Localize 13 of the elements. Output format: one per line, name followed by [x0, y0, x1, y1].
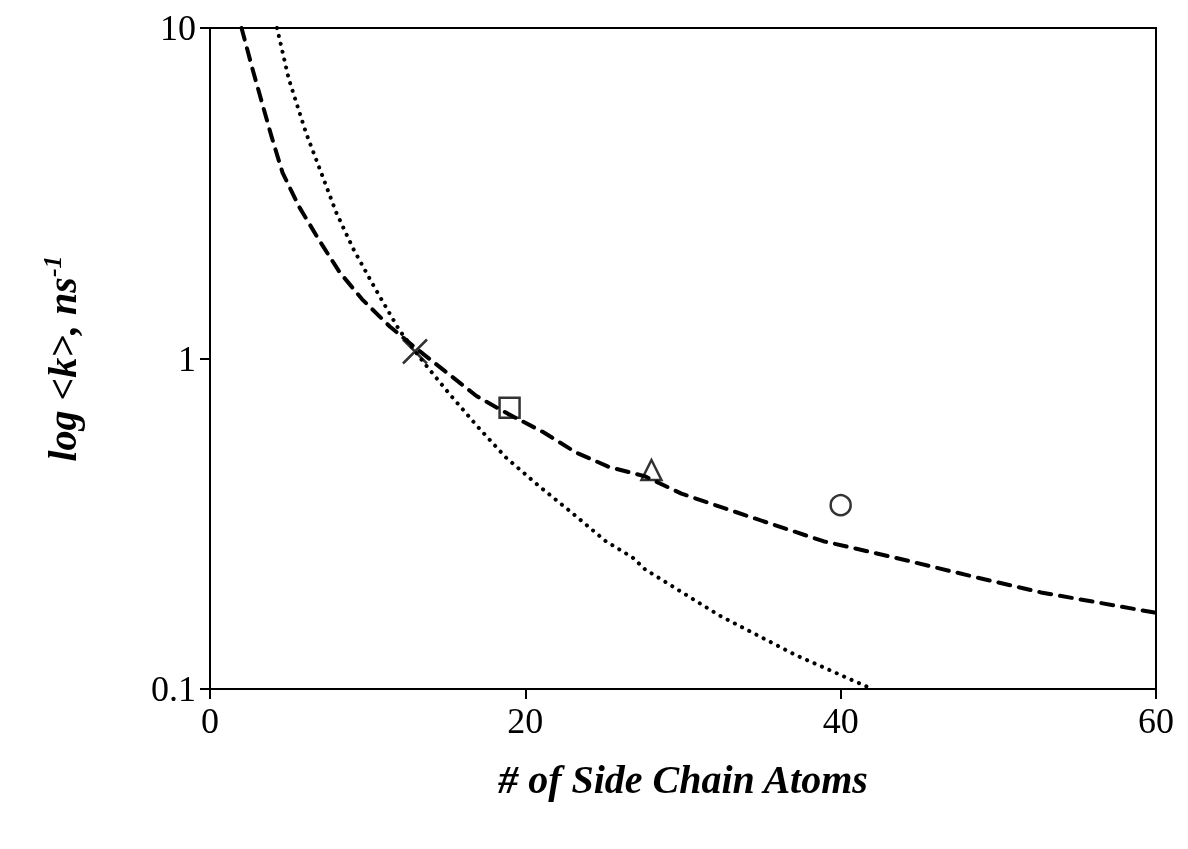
x-tick-label: 20 [507, 701, 544, 741]
x-axis-title: # of Side Chain Atoms [497, 756, 868, 802]
y-tick-label: 1 [178, 338, 196, 379]
point [640, 458, 663, 482]
y-axis-title: log <k>, ns-1 [37, 255, 85, 462]
x-tick-label: 40 [822, 701, 859, 741]
point [829, 493, 852, 517]
point [401, 338, 429, 365]
y-tick-label: 0.1 [151, 669, 196, 709]
x-tick-label: 0 [201, 701, 219, 741]
point [498, 396, 521, 419]
y-tick-label: 10 [160, 8, 196, 48]
x-tick-label: 60 [1138, 701, 1174, 741]
